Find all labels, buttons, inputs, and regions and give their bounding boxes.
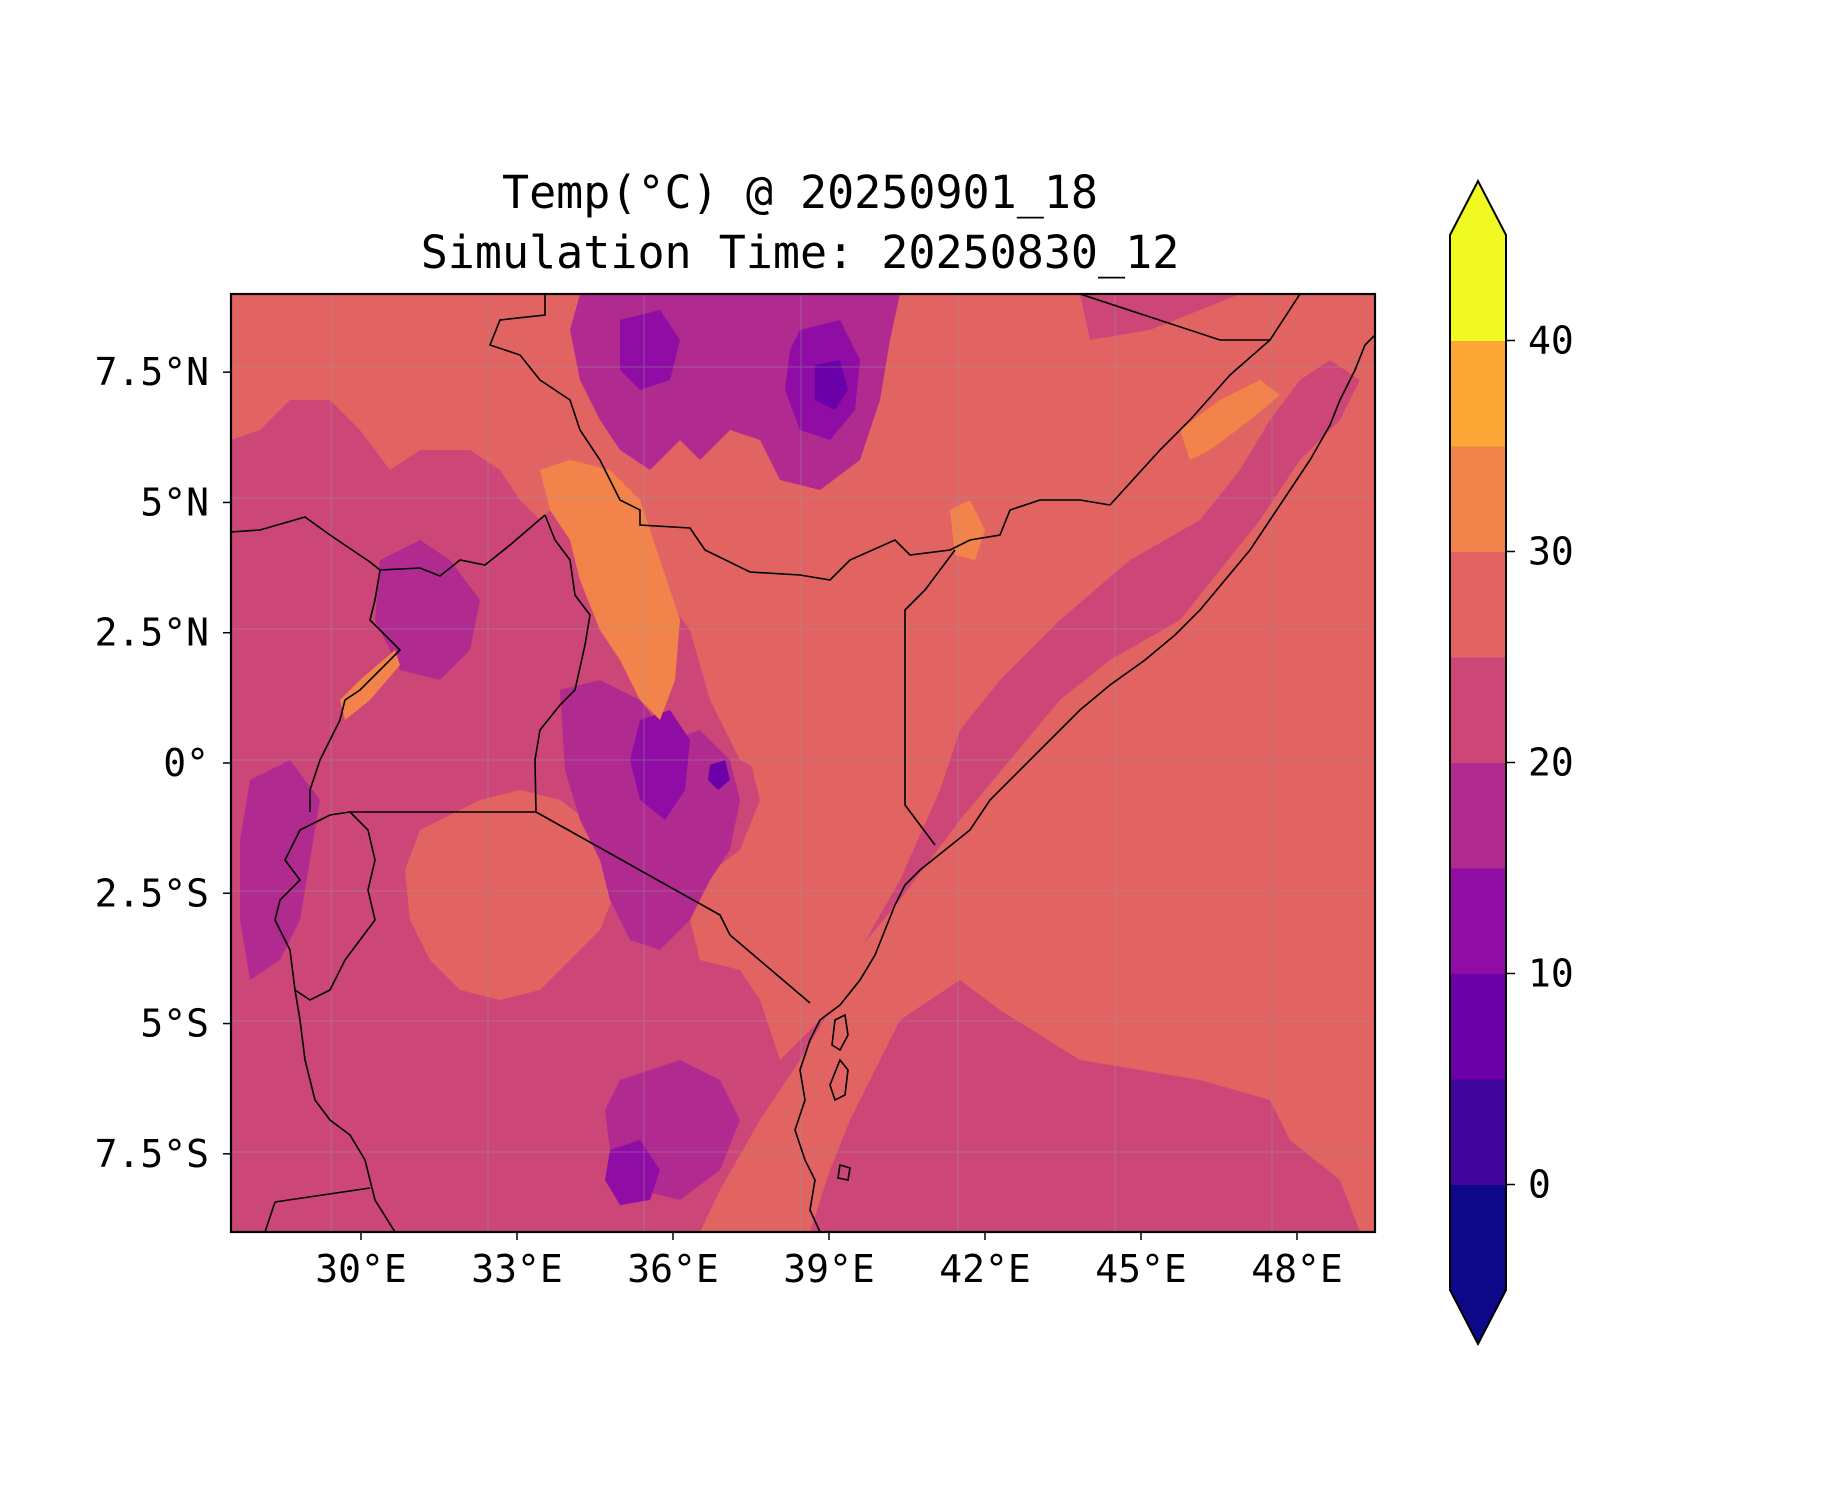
lat-tick-label: 2.5°S	[95, 871, 209, 915]
field-hot-lake	[340, 650, 400, 720]
lat-tick-label: 5°N	[140, 480, 209, 524]
field-cool-rift	[560, 680, 740, 950]
field-cold-tz	[605, 1140, 660, 1205]
border-kenya-somalia	[904, 549, 956, 846]
lon-tick-label: 48°E	[1251, 1247, 1343, 1291]
colorbar-tick-label: 0	[1528, 1163, 1551, 1207]
country-borders	[231, 294, 1375, 1232]
field-hot-somalia	[1180, 380, 1280, 460]
lon-tick-label: 33°E	[471, 1247, 563, 1291]
border-tanzania-mozambique	[264, 1201, 276, 1232]
field-cold-ethiopia-2	[620, 310, 680, 390]
colorbar-bin	[1450, 235, 1506, 341]
lat-tick-label: 7.5°N	[95, 350, 209, 394]
colorbar-bin	[1450, 340, 1506, 447]
field-coldest-ethiopia	[815, 360, 848, 410]
border-tanzania-drc-lake	[294, 989, 396, 1232]
colorbar-bin	[1450, 1079, 1506, 1185]
border-eritrea-djibouti	[1079, 294, 1270, 341]
colorbar-extend-max	[1450, 181, 1506, 235]
lon-tick-label: 30°E	[315, 1247, 407, 1291]
colorbar: 0 10 20 30 40	[1449, 178, 1574, 1347]
field-cold-kenya	[630, 710, 690, 820]
field-warm-central	[405, 790, 620, 1000]
lat-tick-label: 7.5°S	[95, 1132, 209, 1176]
lat-tick-label: 2.5°N	[95, 611, 209, 655]
border-kenya-tanzania	[535, 811, 811, 1004]
colorbar-tick-label: 40	[1528, 319, 1574, 363]
plot-title-line2: Simulation Time: 20250830_12	[421, 226, 1180, 279]
colorbar-tick-label: 30	[1528, 530, 1574, 574]
colorbar-tick-label: 20	[1528, 741, 1574, 785]
colorbar-outline	[1449, 178, 1507, 1347]
longitude-axis: 30°E 33°E 36°E 39°E 42°E 45°E 48°E	[315, 1232, 1343, 1291]
colorbar-bin	[1450, 657, 1506, 763]
field-cool-lakes	[375, 540, 480, 680]
colorbar-bin	[1450, 1184, 1506, 1291]
lon-tick-label: 36°E	[627, 1247, 719, 1291]
island-pemba	[829, 1058, 849, 1102]
border-tanzania-zambia	[274, 1187, 371, 1203]
field-coldest-kenya	[708, 760, 730, 790]
island-mafia	[837, 1163, 851, 1181]
colorbar-tick-label: 10	[1528, 952, 1574, 996]
colorbar-bin	[1450, 446, 1506, 552]
lon-tick-label: 45°E	[1095, 1247, 1187, 1291]
temperature-field	[231, 294, 1375, 1232]
lon-tick-label: 42°E	[939, 1247, 1031, 1291]
border-uganda-kenya	[534, 514, 591, 813]
plot-title-line1: Temp(°C) @ 20250901_18	[502, 166, 1098, 219]
colorbar-bin	[1450, 762, 1506, 869]
gridlines	[231, 294, 1375, 1232]
field-cool-west	[240, 760, 320, 980]
border-ethiopia-somalia	[1109, 294, 1301, 506]
lat-tick-label: 0°	[163, 741, 209, 785]
lon-tick-label: 39°E	[783, 1247, 875, 1291]
colorbar-extend-min	[1450, 1290, 1506, 1344]
colorbar-bin	[1450, 551, 1506, 658]
coastline-east-africa	[794, 334, 1375, 1232]
colorbar-bin	[1450, 973, 1506, 1080]
field-warm-east	[690, 520, 880, 780]
island-zanzibar	[831, 1013, 849, 1052]
lat-tick-label: 5°S	[140, 1002, 209, 1046]
border-drc-uganda	[309, 569, 402, 812]
border-south-sudan-uganda-drc	[231, 514, 546, 577]
border-rwanda-burundi	[274, 811, 376, 1001]
colorbar-bin	[1450, 868, 1506, 974]
border-south-sudan-ethiopia	[488, 294, 1111, 581]
latitude-axis: 7.5°N 5°N 2.5°N 0° 2.5°S 5°S 7.5°S	[95, 350, 231, 1176]
